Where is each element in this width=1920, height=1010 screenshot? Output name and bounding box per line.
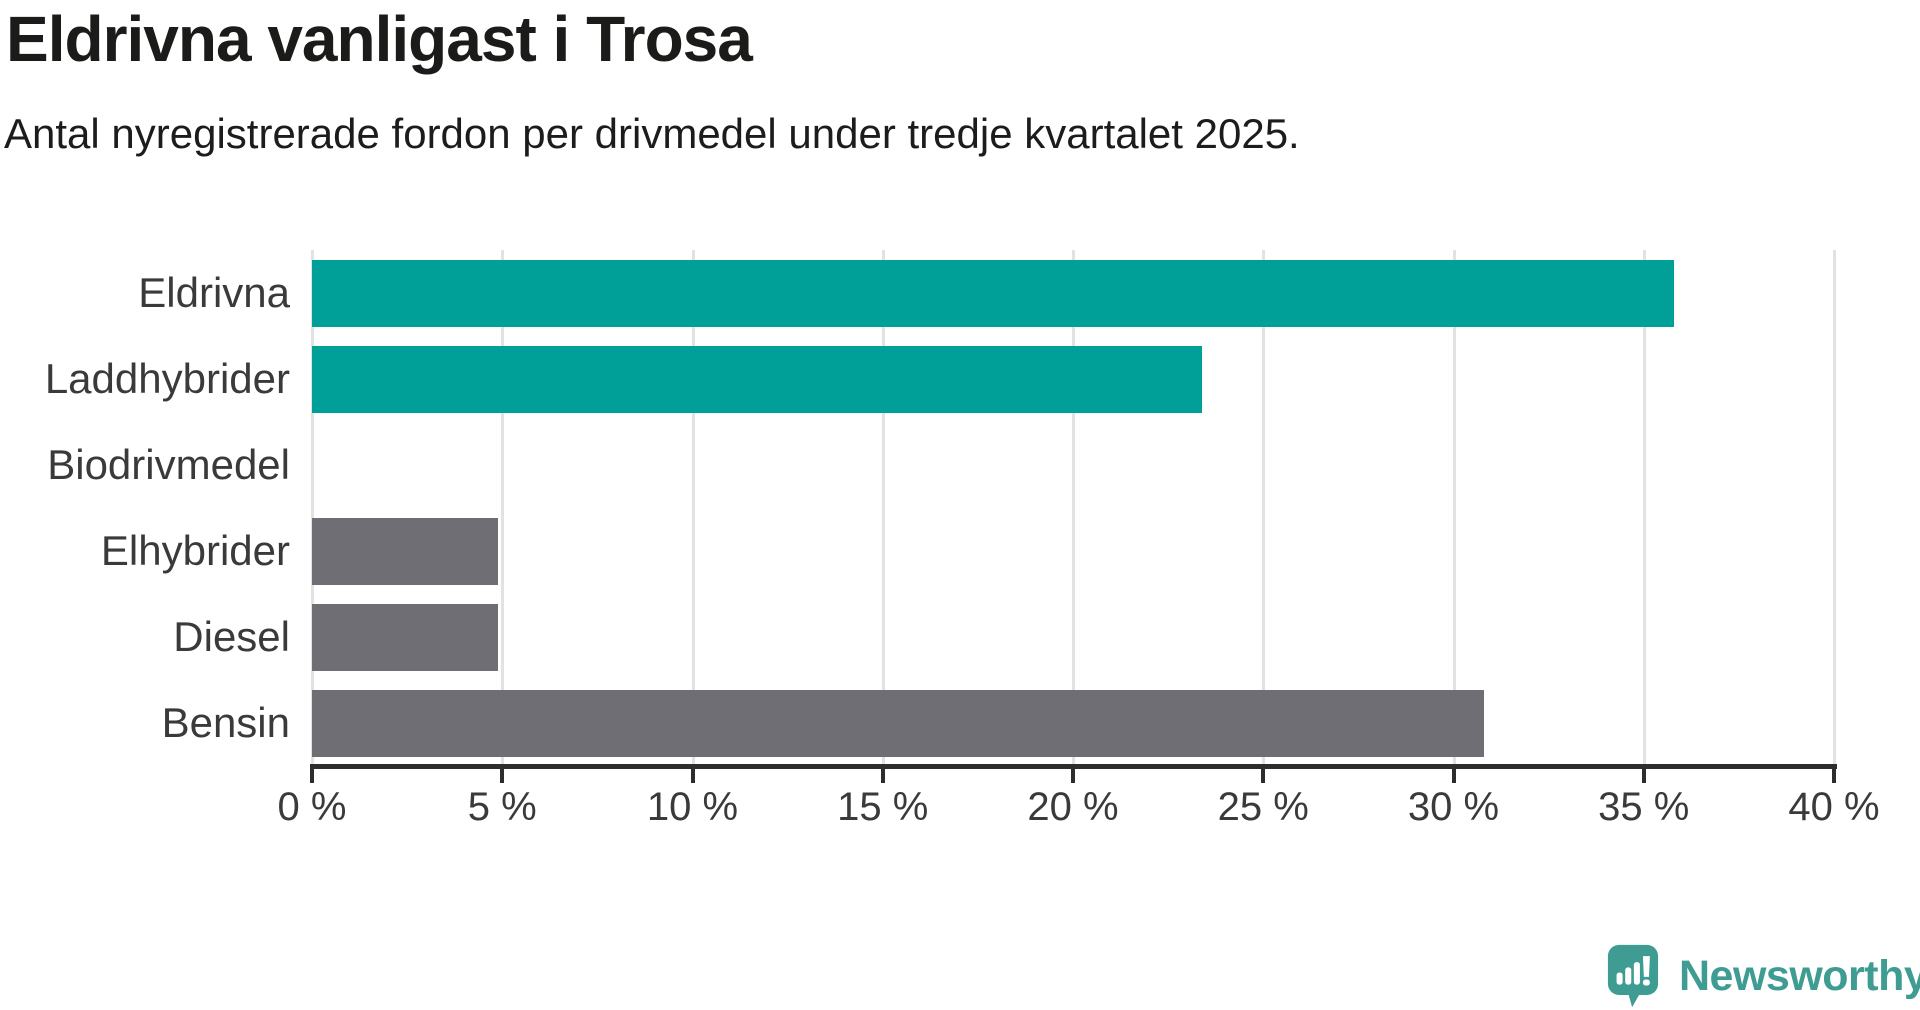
x-tick-10 [690,764,695,783]
x-tick-5 [500,764,505,783]
bar-elhybrider [312,517,499,585]
bar-row [312,250,1834,336]
bar-row [312,508,1834,594]
plot-area [311,250,1836,766]
x-tick-label-5: 5 % [467,785,537,829]
bar-row [312,336,1834,422]
x-tick-40 [1832,764,1836,783]
x-tick-25 [1261,764,1266,783]
bar-diesel [312,603,499,671]
gridline-15 [881,250,885,766]
logo-text: Newsworthy [1679,951,1920,1000]
chart-subtitle: Antal nyregistrerade fordon per drivmede… [4,110,1300,157]
y-label-elhybrider: Elhybrider [100,527,290,574]
newsworthy-logo[interactable]: Newsworthy [1607,944,1920,1008]
x-tick-label-20: 20 % [1027,785,1119,829]
x-tick-label-25: 25 % [1217,785,1309,829]
x-tick-0 [310,764,314,783]
x-tick-label-40: 40 % [1788,785,1880,829]
gridline-40 [1833,250,1836,766]
bar-row [312,680,1834,766]
x-tick-15 [880,764,885,783]
x-tick-35 [1641,764,1646,783]
y-label-eldrivna: Eldrivna [138,269,290,316]
x-tick-label-15: 15 % [837,785,929,829]
gridline-0 [311,250,314,766]
y-axis-labels: Eldrivna Laddhybrider Biodrivmedel Elhybrid… [0,250,290,766]
bar-bensin [312,689,1484,757]
x-tick-label-0: 0 % [277,785,347,829]
bar-row [312,594,1834,680]
x-tick-label-30: 30 % [1407,785,1500,829]
bar-row [312,422,1834,508]
y-label-bensin: Bensin [161,699,290,746]
bar-rows [312,250,1834,766]
gridline-25 [1262,250,1266,766]
y-label-biodrivmedel: Biodrivmedel [47,441,290,488]
bar-laddhybrider [312,345,1203,413]
y-label-laddhybrider: Laddhybrider [44,355,290,402]
gridline-10 [691,250,695,766]
y-label-diesel: Diesel [173,613,290,660]
gridline-20 [1072,250,1075,766]
page-title: Eldrivna vanligast i Trosa [6,3,753,75]
gridline-30 [1452,250,1456,766]
x-tick-label-10: 10 % [646,785,739,829]
x-tick-label-35: 35 % [1598,785,1690,829]
bar-eldrivna [312,259,1675,327]
gridline-5 [501,250,505,766]
newsworthy-speech-bubble-barchart-icon [1607,944,1659,1008]
gridline-35 [1642,250,1646,766]
x-tick-30 [1451,764,1456,783]
x-tick-20 [1071,764,1075,783]
